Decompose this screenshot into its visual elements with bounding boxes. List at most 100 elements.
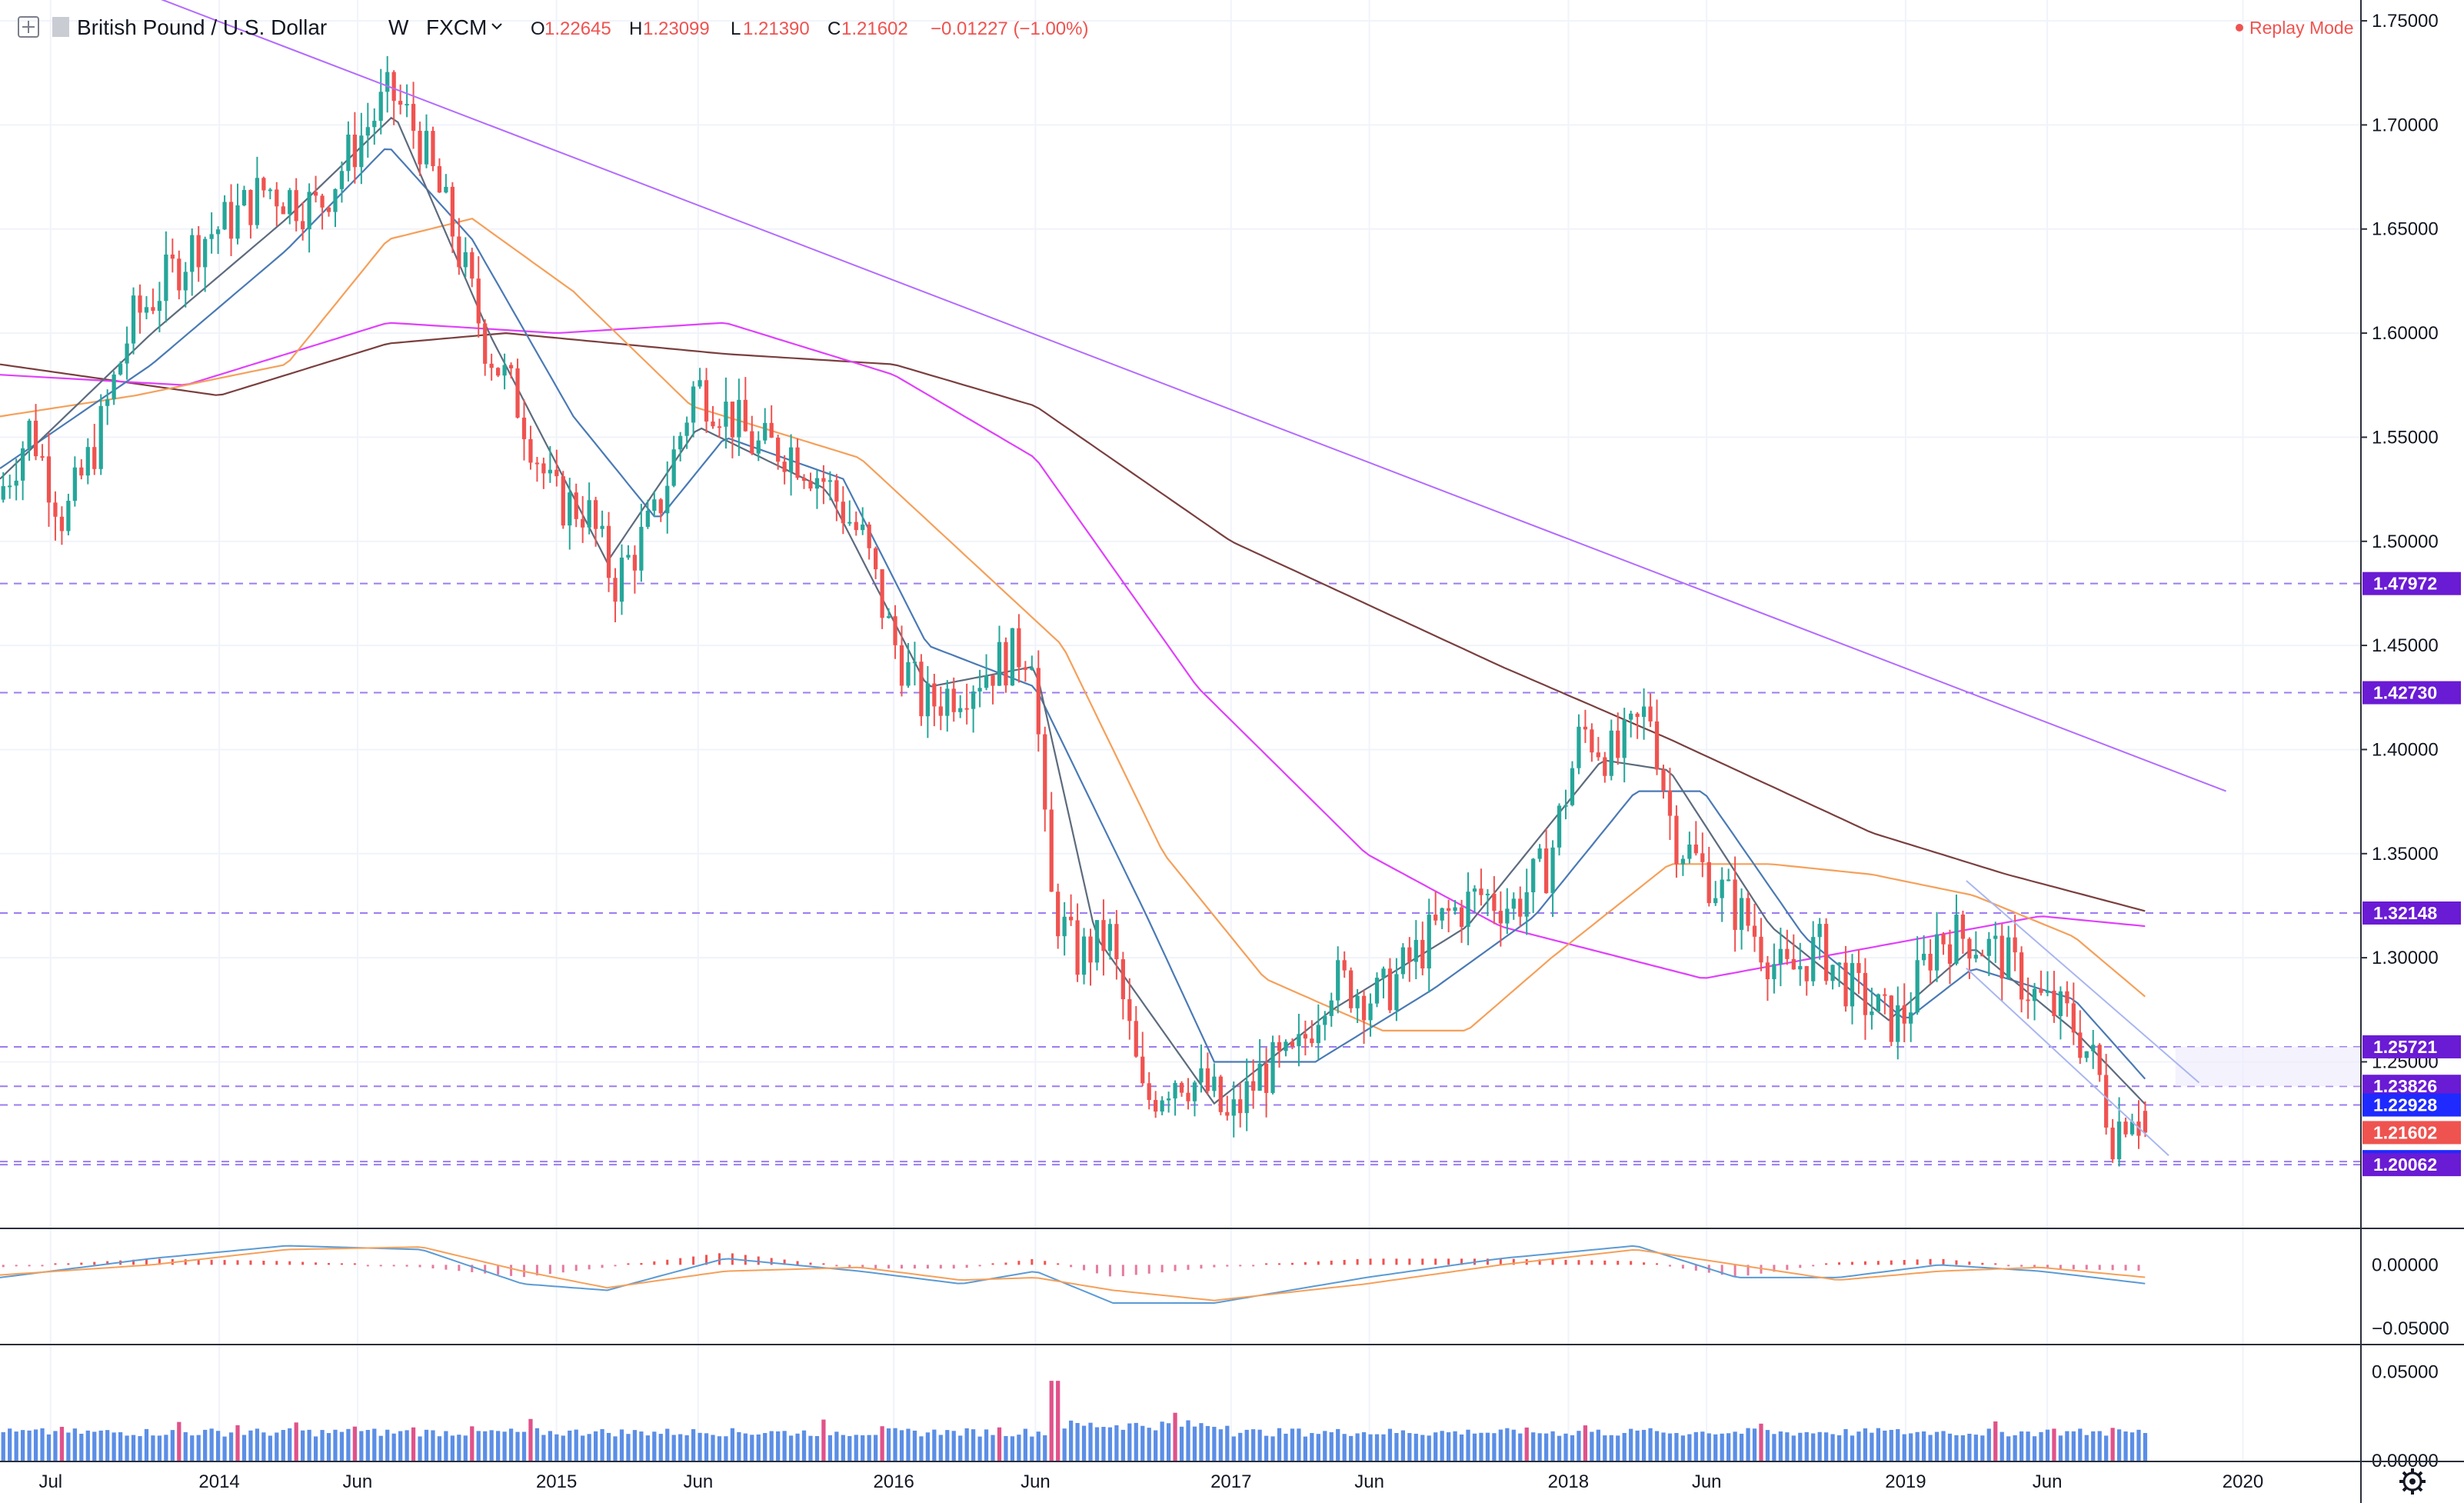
candle-body[interactable] <box>53 502 58 517</box>
candle-body[interactable] <box>1374 978 1380 1004</box>
candle-body[interactable] <box>1459 907 1464 928</box>
ema-slow-line[interactable] <box>0 218 2146 1031</box>
candle-body[interactable] <box>874 548 878 570</box>
candle-body[interactable] <box>1811 937 1816 981</box>
candle-body[interactable] <box>1081 936 1087 975</box>
candle-body[interactable] <box>431 131 435 167</box>
candle-body[interactable] <box>359 135 364 168</box>
candle-body[interactable] <box>2071 1003 2076 1033</box>
exchange-label[interactable]: FXCM <box>426 15 487 39</box>
candle-body[interactable] <box>1726 879 1731 881</box>
candle-body[interactable] <box>508 365 514 368</box>
candle-body[interactable] <box>1570 768 1575 805</box>
candle-body[interactable] <box>40 456 45 458</box>
candle-body[interactable] <box>125 343 129 364</box>
candle-body[interactable] <box>1550 847 1555 894</box>
candle-body[interactable] <box>971 691 976 709</box>
candle-body[interactable] <box>606 525 611 578</box>
candle-body[interactable] <box>1778 948 1783 965</box>
candle-body[interactable] <box>841 502 845 524</box>
candle-body[interactable] <box>1596 752 1600 758</box>
price-axis[interactable]: 1.75000 1.70000 1.65000 1.60000 1.55000 1.500… <box>2361 11 2449 1471</box>
candle-body[interactable] <box>281 206 285 215</box>
candle-body[interactable] <box>1954 915 1959 964</box>
candle-body[interactable] <box>385 72 390 92</box>
candle-body[interactable] <box>1616 730 1620 758</box>
candle-body[interactable] <box>2065 991 2069 1004</box>
candle-body[interactable] <box>1231 1099 1236 1116</box>
candle-body[interactable] <box>2000 935 2004 979</box>
candle-body[interactable] <box>684 422 689 436</box>
trendlines-layer[interactable] <box>0 0 2226 1156</box>
candle-body[interactable] <box>1973 955 1978 959</box>
candle-body[interactable] <box>1791 958 1796 970</box>
candle-body[interactable] <box>1479 888 1483 895</box>
candle-body[interactable] <box>1 486 5 500</box>
candle-body[interactable] <box>613 578 618 602</box>
candle-body[interactable] <box>1160 1100 1164 1112</box>
candle-body[interactable] <box>98 405 103 469</box>
candle-body[interactable] <box>72 467 77 502</box>
candle-body[interactable] <box>521 417 527 439</box>
candle-body[interactable] <box>131 295 136 344</box>
candle-body[interactable] <box>1381 968 1386 978</box>
candle-body[interactable] <box>1349 970 1354 1008</box>
candle-body[interactable] <box>1433 915 1438 921</box>
candle-body[interactable] <box>118 363 123 375</box>
candle-body[interactable] <box>1427 915 1431 969</box>
candle-body[interactable] <box>671 449 676 486</box>
candle-body[interactable] <box>958 708 963 712</box>
candle-body[interactable] <box>1472 888 1477 892</box>
candle-body[interactable] <box>1693 844 1698 854</box>
candle-body[interactable] <box>301 221 305 230</box>
descending-trendline[interactable] <box>0 0 2226 792</box>
candle-body[interactable] <box>1361 995 1367 1021</box>
candle-body[interactable] <box>1941 934 1946 945</box>
candle-body[interactable] <box>847 522 852 524</box>
candle-body[interactable] <box>85 447 90 476</box>
candle-body[interactable] <box>1863 972 1868 1015</box>
candle-body[interactable] <box>496 368 501 376</box>
candle-body[interactable] <box>190 235 195 272</box>
candle-body[interactable] <box>2013 937 2017 953</box>
candle-body[interactable] <box>587 500 591 528</box>
candle-body[interactable] <box>1518 898 1523 917</box>
candle-body[interactable] <box>997 642 1002 686</box>
candle-body[interactable] <box>33 420 38 457</box>
candle-body[interactable] <box>2019 952 2024 1000</box>
candle-body[interactable] <box>1453 907 1457 911</box>
candle-body[interactable] <box>248 189 253 225</box>
candle-body[interactable] <box>1603 757 1607 776</box>
ma-long-line[interactable] <box>0 332 2146 912</box>
flag-icon[interactable] <box>52 17 69 37</box>
candle-body[interactable] <box>215 229 221 235</box>
candle-body[interactable] <box>1843 962 1848 1007</box>
candle-body[interactable] <box>483 323 488 364</box>
candle-body[interactable] <box>2045 990 2050 993</box>
candle-body[interactable] <box>1043 734 1047 810</box>
candle-body[interactable] <box>476 278 481 324</box>
candle-body[interactable] <box>2026 999 2030 1001</box>
candle-body[interactable] <box>1713 898 1718 904</box>
candle-body[interactable] <box>177 258 181 291</box>
candle-body[interactable] <box>912 662 917 664</box>
candle-body[interactable] <box>1329 1000 1334 1016</box>
candle-body[interactable] <box>1251 1081 1256 1091</box>
candle-body[interactable] <box>1062 916 1067 937</box>
candle-body[interactable] <box>1316 1025 1320 1044</box>
candle-body[interactable] <box>1368 1003 1373 1021</box>
candle-body[interactable] <box>1023 667 1027 670</box>
candle-body[interactable] <box>1706 861 1711 904</box>
candle-body[interactable] <box>1173 1082 1177 1099</box>
candle-body[interactable] <box>1511 898 1516 909</box>
candle-body[interactable] <box>541 463 546 474</box>
channel-upper-line[interactable] <box>1966 880 2200 1084</box>
candle-body[interactable] <box>2143 1111 2148 1133</box>
candle-body[interactable] <box>711 421 715 427</box>
candle-body[interactable] <box>1107 924 1113 951</box>
candle-body[interactable] <box>2032 988 2037 1001</box>
candle-body[interactable] <box>275 189 279 207</box>
candle-body[interactable] <box>2123 1121 2128 1135</box>
candle-body[interactable] <box>925 683 930 717</box>
candle-body[interactable] <box>1772 964 1776 980</box>
